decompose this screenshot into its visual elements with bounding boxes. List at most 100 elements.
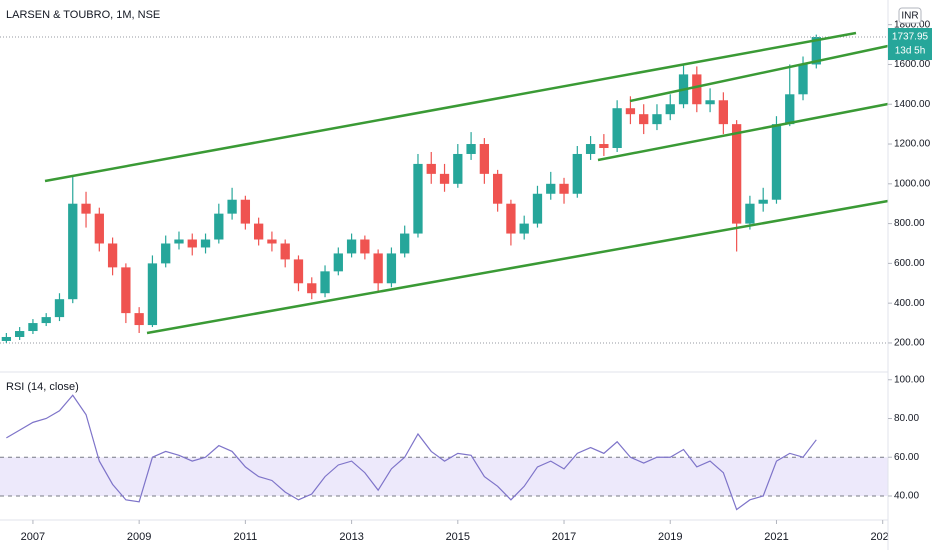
rsi-line [6, 394, 817, 511]
candle-body [785, 94, 795, 125]
candle-body [15, 331, 25, 337]
candle-body [121, 267, 131, 314]
candle-body [346, 239, 357, 254]
candle-body [28, 323, 38, 332]
last-price-box [888, 28, 932, 61]
candle-body [413, 163, 423, 234]
candle-body [373, 253, 383, 284]
candle-body [745, 203, 755, 224]
candle-body [439, 173, 450, 184]
candle-body [214, 213, 224, 240]
candle-body [453, 153, 463, 184]
candle-body [546, 183, 556, 194]
candle-body [559, 183, 569, 194]
candle-body [612, 108, 622, 149]
candle-body [652, 114, 662, 125]
candle-body [54, 299, 65, 318]
candle-body [798, 64, 808, 95]
candle-body [360, 239, 370, 254]
candle-body [307, 283, 317, 294]
candle-body [532, 193, 543, 224]
candle-body [253, 223, 264, 240]
y-tick-label: 100.00 [894, 374, 925, 385]
y-tick-label: 1800.00 [894, 19, 931, 30]
candle-body [572, 153, 582, 194]
trendline [597, 102, 889, 162]
candle-body [187, 239, 197, 248]
candle-body [293, 259, 304, 284]
rsi-title: RSI (14, close) [6, 381, 79, 393]
candle-body [466, 144, 476, 154]
candle-body [506, 203, 516, 234]
x-tick-label: 2007 [21, 531, 45, 543]
candle-body [267, 239, 277, 244]
y-tick-label: 600.00 [894, 258, 925, 269]
candle-body [692, 74, 702, 105]
trendline [629, 44, 889, 103]
y-tick-label: 60.00 [894, 452, 919, 463]
y-tick-label: 200.00 [894, 338, 925, 349]
candle-body [81, 203, 91, 214]
candle-body [639, 114, 649, 125]
candle-body [599, 144, 609, 149]
candle-body [386, 253, 397, 284]
candle-body [705, 100, 715, 105]
currency-box [898, 7, 922, 24]
rsi-band-group [0, 456, 888, 497]
y-tick-label: 1400.00 [894, 99, 931, 110]
candle-body [585, 144, 596, 154]
candle-body [240, 199, 251, 224]
y-tick-label: 40.00 [894, 491, 919, 502]
x-tick-label: 2013 [339, 531, 363, 543]
y-tick-label: 1000.00 [894, 178, 931, 189]
candle-body [107, 243, 118, 268]
candle-body [731, 124, 742, 224]
trendlines [44, 31, 889, 335]
candle-body [174, 239, 184, 244]
currency: INR [901, 11, 918, 22]
trendline [146, 199, 889, 335]
chart-title: LARSEN & TOUBRO, 1M, NSE [6, 9, 160, 21]
countdown: 13d 5h [895, 46, 926, 57]
candle-body [718, 100, 729, 125]
candle-body [479, 144, 490, 174]
candle-body [320, 271, 330, 294]
y-tick-label: 400.00 [894, 298, 925, 309]
x-tick-label: 2009 [127, 531, 151, 543]
candle-body [625, 108, 636, 115]
candle-body [333, 253, 343, 272]
candle-body [665, 104, 675, 115]
candle-body [41, 317, 51, 324]
candle-body [94, 213, 104, 244]
plot [0, 34, 888, 511]
x-tick-label: 2011 [234, 531, 258, 543]
candle-body [68, 203, 78, 300]
candle-body [200, 239, 211, 248]
candle-body [519, 223, 529, 234]
x-tick-label: 2021 [764, 531, 788, 543]
price-axis: 200.00 400.00 600.00 800.00 1000.00 1200.00 14… [888, 19, 932, 502]
candle-body [161, 243, 171, 264]
y-tick-label: 800.00 [894, 218, 925, 229]
price-axis-bg [888, 0, 932, 550]
candle-body [758, 199, 768, 204]
x-tick-label: 2015 [446, 531, 470, 543]
y-tick-label: 80.00 [894, 413, 919, 424]
candle-body [227, 199, 237, 214]
y-tick-label: 1200.00 [894, 139, 931, 150]
last-price-label: 1737.95 [892, 32, 929, 43]
candle-body [280, 243, 290, 260]
candle-body [426, 163, 436, 174]
rsi-band [0, 457, 888, 496]
candle-body [1, 336, 12, 341]
x-tick-label: 2017 [552, 531, 576, 543]
trendline [44, 31, 857, 183]
x-tick-label: 2019 [658, 531, 682, 543]
y-tick-label: 1600.00 [894, 59, 931, 70]
candle-body [134, 313, 144, 326]
candle-body [811, 37, 821, 65]
candle-body [400, 233, 410, 254]
candle-body [492, 173, 503, 204]
candle-body [771, 124, 782, 200]
